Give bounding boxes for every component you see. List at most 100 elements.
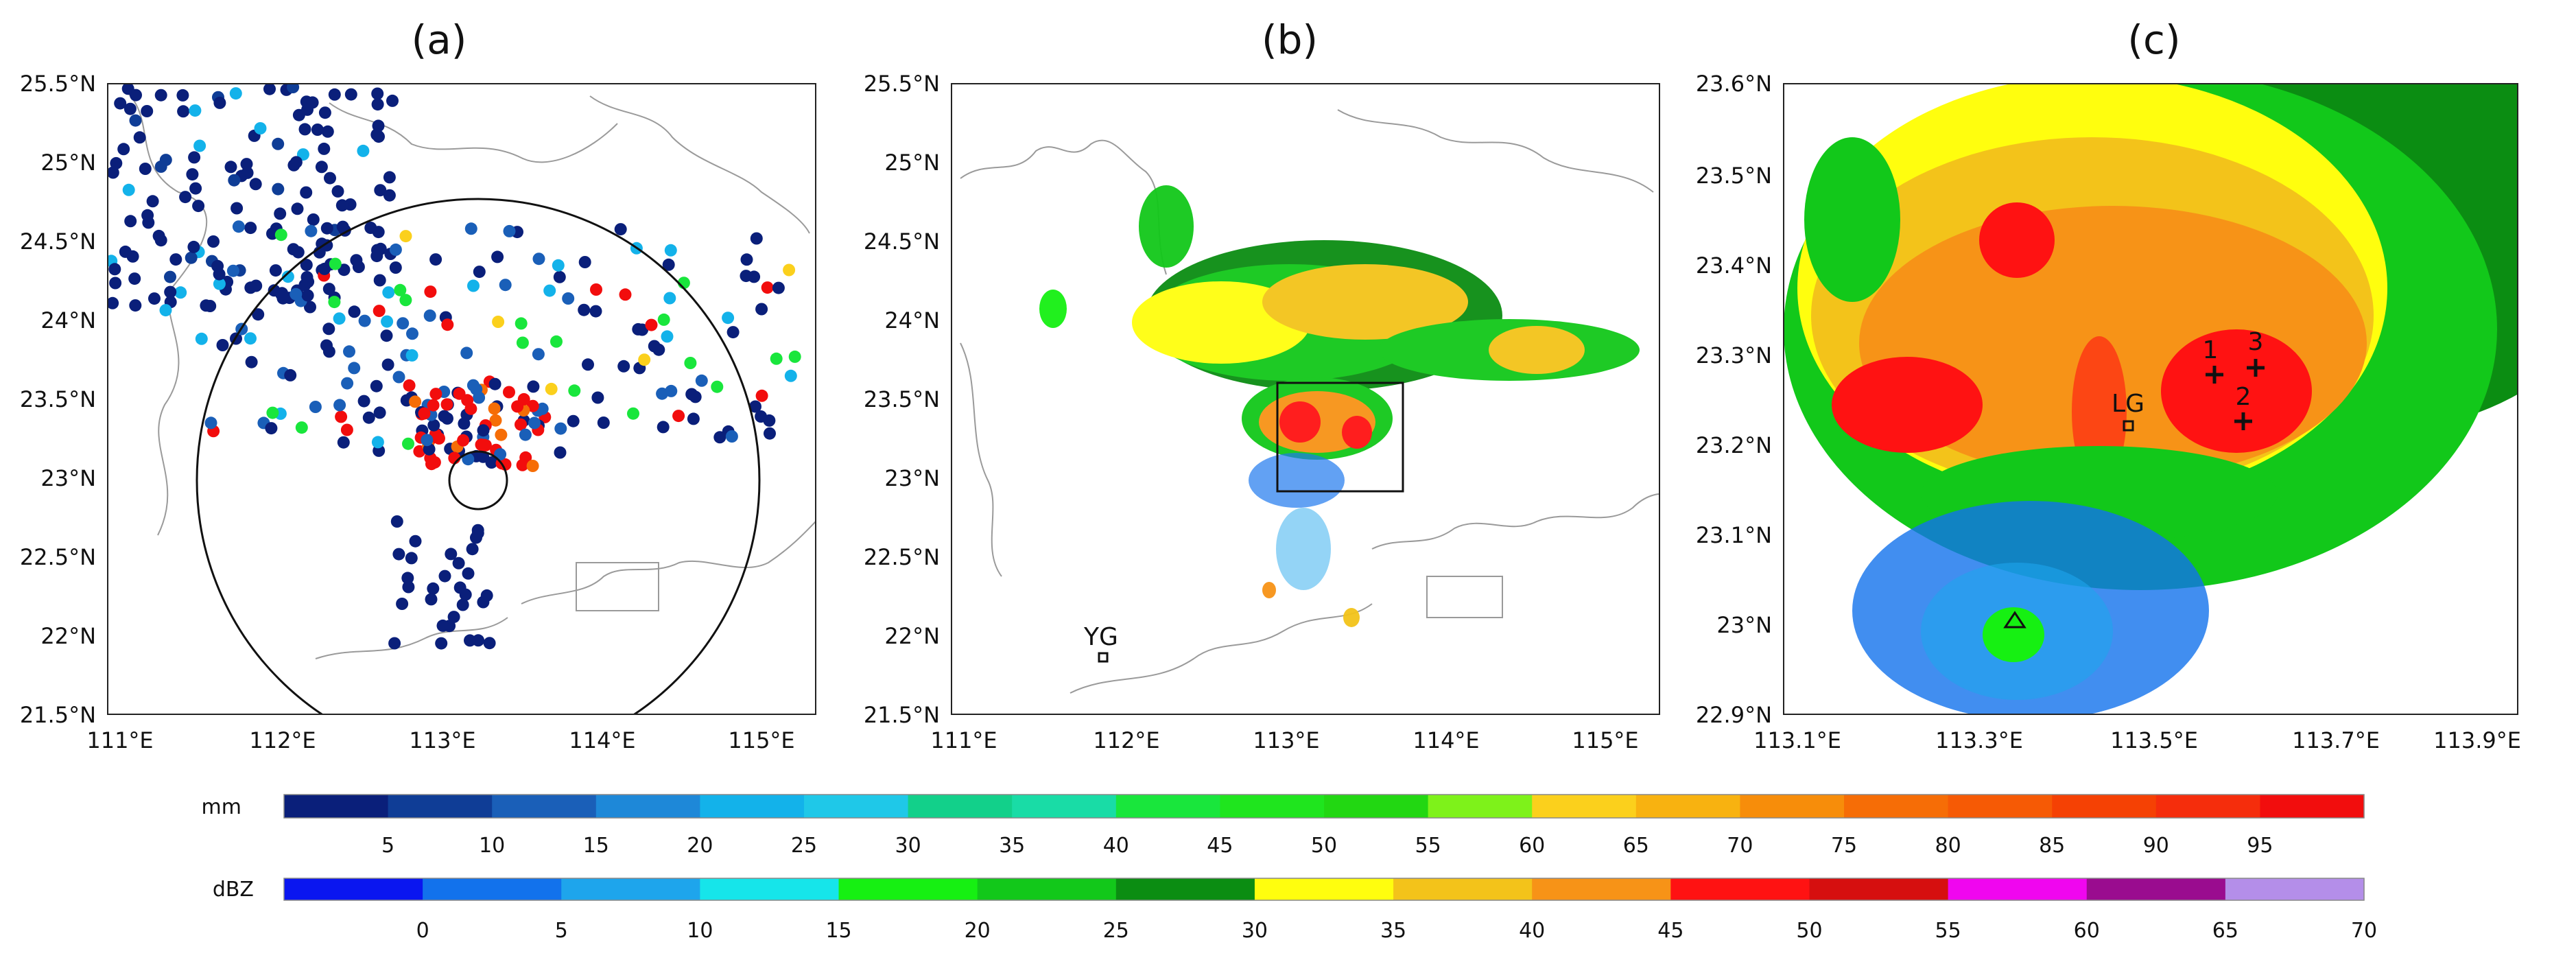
station-dot xyxy=(213,277,226,290)
station-label: LG xyxy=(2112,390,2144,418)
station-dot xyxy=(117,143,130,156)
station-dot xyxy=(231,202,244,215)
station-dot xyxy=(788,350,801,363)
marker-label: 3 xyxy=(2248,328,2264,356)
station-dot xyxy=(164,285,177,298)
station-dot xyxy=(371,436,384,449)
panel-a: 21.5°N 22°N 22.5°N 23°N 23.5°N 24°N 24.5… xyxy=(20,71,816,753)
station-dot xyxy=(397,317,410,330)
station-dot xyxy=(425,593,438,606)
station-dot xyxy=(597,417,610,429)
station-dot xyxy=(483,637,496,650)
station-dot xyxy=(695,374,708,387)
station-dot xyxy=(179,191,192,204)
station-dot xyxy=(193,139,206,152)
y-tick-label: 23.1°N xyxy=(1696,522,1772,548)
station-dot xyxy=(462,567,475,580)
station-dot xyxy=(322,345,335,358)
x-tick-label: 113.5°E xyxy=(2110,727,2198,753)
colorbar-tick-label: 40 xyxy=(1103,834,1129,858)
station-dot xyxy=(589,305,602,318)
panel-c-y-axis: 22.9°N 23°N 23.1°N 23.2°N 23.3°N 23.4°N … xyxy=(1696,71,1772,728)
colorbar-frame xyxy=(283,878,2365,901)
y-tick-label: 21.5°N xyxy=(20,702,96,728)
station-dot xyxy=(245,355,258,368)
colorbar-tick-label: 10 xyxy=(479,834,505,858)
station-dot xyxy=(244,222,257,235)
station-dot xyxy=(657,421,670,434)
station-dot xyxy=(383,189,396,202)
station-dot xyxy=(386,94,399,107)
station-dot xyxy=(328,88,341,101)
station-dot xyxy=(764,427,776,440)
x-tick-label: 115°E xyxy=(728,727,794,753)
x-tick-label: 111°E xyxy=(930,727,997,753)
station-dot xyxy=(749,400,761,413)
station-dot xyxy=(374,184,387,197)
station-dot xyxy=(464,222,477,235)
colorbar-tick-label: 40 xyxy=(1519,919,1545,943)
station-dot xyxy=(627,407,639,420)
station-dot xyxy=(300,259,313,272)
station-dot xyxy=(453,581,466,594)
rain-gauge-stations xyxy=(108,84,801,650)
y-tick-label: 22.5°N xyxy=(20,544,96,570)
colorbar-swatch xyxy=(2260,795,2365,818)
station-dot xyxy=(638,353,651,366)
station-dot xyxy=(519,428,532,441)
station-dot xyxy=(553,270,566,283)
station-dot xyxy=(185,251,198,264)
y-tick-label: 22.5°N xyxy=(864,544,940,570)
station-dot xyxy=(433,432,445,445)
station-dot xyxy=(266,406,279,419)
station-dot xyxy=(207,235,220,248)
panel-c-title: (c) xyxy=(2127,16,2180,63)
station-dot xyxy=(284,368,297,382)
y-tick-label: 23°N xyxy=(1716,612,1772,638)
station-dot xyxy=(152,229,165,242)
station-dot xyxy=(287,243,300,256)
station-dot xyxy=(318,142,331,155)
station-dot xyxy=(392,371,405,384)
station-dot xyxy=(467,279,480,292)
reflectivity-field xyxy=(1039,185,1640,627)
colorbar-tick-label: 20 xyxy=(687,834,713,858)
station-dot xyxy=(394,283,407,296)
station-dot xyxy=(429,388,442,401)
y-tick-label: 23.5°N xyxy=(20,386,96,412)
station-dot xyxy=(189,182,202,195)
y-tick-label: 22°N xyxy=(40,623,96,649)
colorbar-swatch xyxy=(2052,795,2157,818)
station-dot xyxy=(725,430,738,443)
coastline xyxy=(576,562,659,611)
colorbar-swatch xyxy=(1428,795,1533,818)
colorbar-swatch xyxy=(1740,795,1845,818)
station-dot xyxy=(177,105,190,118)
station-dot xyxy=(348,305,361,318)
colorbar-swatch xyxy=(1670,878,1810,900)
station-dot xyxy=(489,414,502,427)
station-dot xyxy=(783,263,796,277)
station-dot xyxy=(409,395,422,408)
colorbar-swatch xyxy=(1532,795,1637,818)
y-tick-label: 24.5°N xyxy=(864,228,940,255)
station-dot xyxy=(750,232,763,245)
station-dot xyxy=(687,412,700,425)
station-dot xyxy=(405,552,418,565)
station-dot xyxy=(515,317,528,330)
station-dot xyxy=(169,253,182,266)
station-dot xyxy=(526,460,539,472)
station-dot xyxy=(491,250,504,263)
colorbar-swatch xyxy=(284,795,389,818)
station-dot xyxy=(755,389,768,402)
point-markers: 1 2 3 LG xyxy=(2003,328,2265,629)
station-dot xyxy=(228,174,241,187)
station-dot xyxy=(315,161,328,174)
marker-2: 2 xyxy=(2234,383,2252,430)
colorbar-swatch xyxy=(561,878,700,900)
station-dot xyxy=(550,335,563,348)
station-dot xyxy=(460,347,473,360)
station-label: YG xyxy=(1083,623,1118,651)
colorbar-swatch xyxy=(388,795,493,818)
station-dot xyxy=(526,399,539,412)
